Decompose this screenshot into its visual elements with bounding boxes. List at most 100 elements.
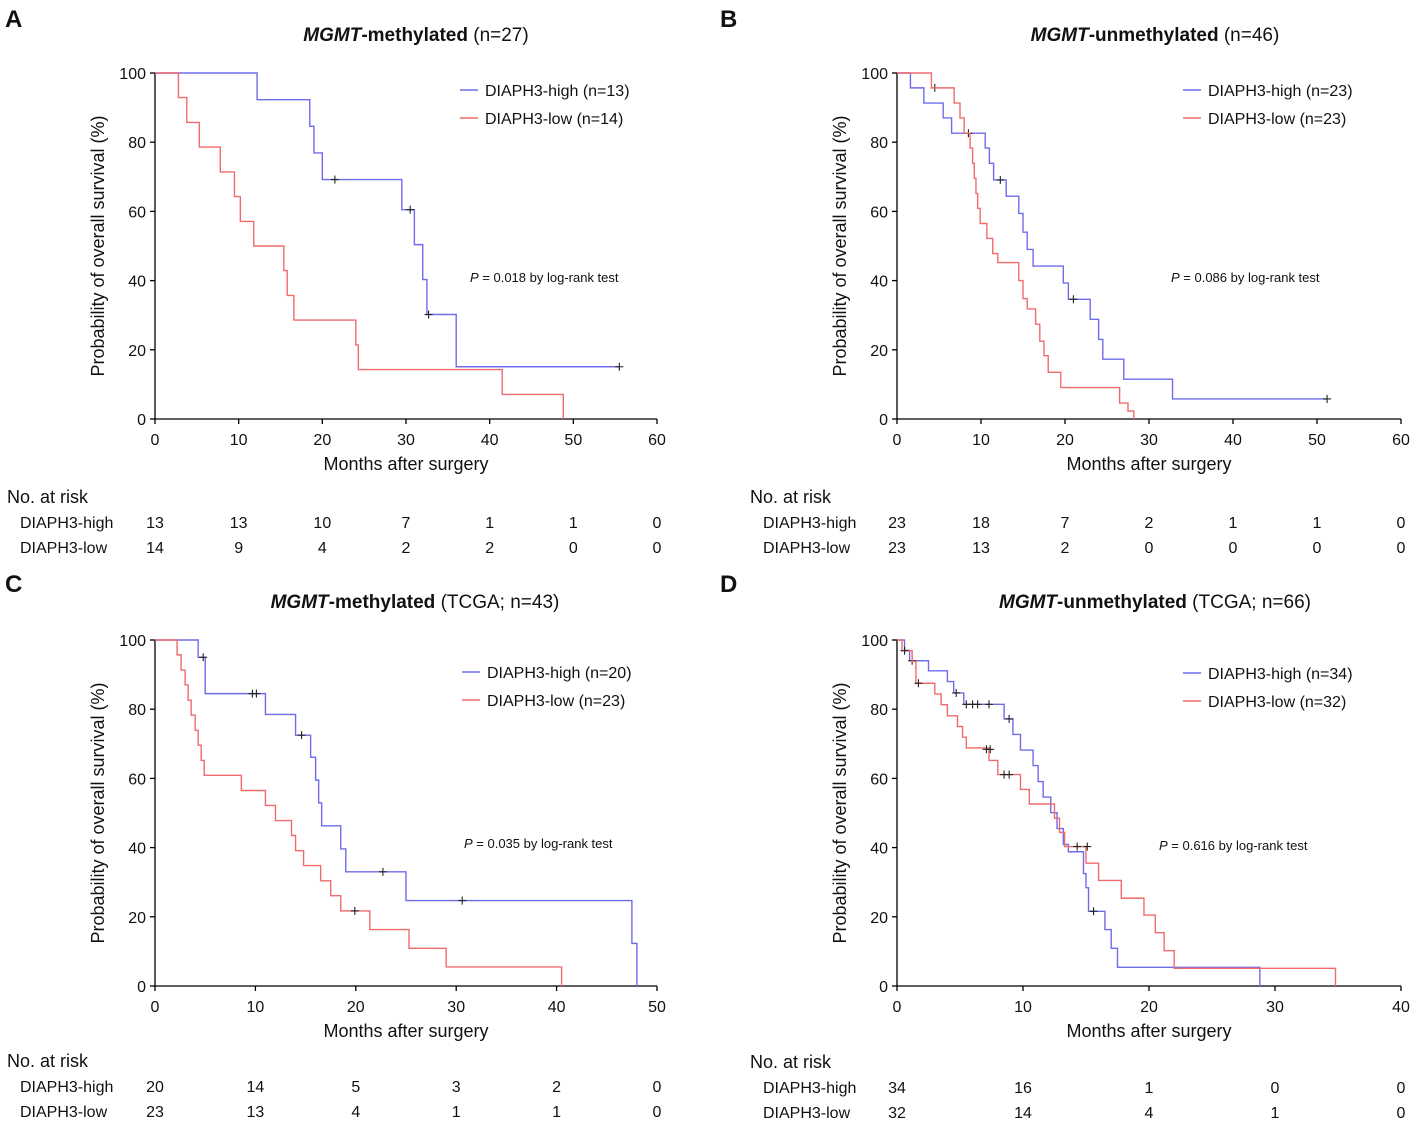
y-tick-label: 0 bbox=[879, 979, 888, 996]
risk-count: 4 bbox=[351, 1104, 360, 1121]
risk-count: 1 bbox=[485, 515, 494, 532]
risk-row-label: DIAPH3-high bbox=[763, 1080, 856, 1097]
risk-count: 34 bbox=[888, 1080, 906, 1097]
censor-mark-high bbox=[1069, 295, 1078, 304]
risk-count: 2 bbox=[1061, 540, 1070, 557]
pvalue-annotation: P = 0.035 by log-rank test bbox=[464, 836, 613, 851]
risk-count: 0 bbox=[1397, 1105, 1406, 1122]
x-tick-label: 30 bbox=[1266, 999, 1284, 1016]
x-tick-label: 10 bbox=[230, 432, 248, 449]
pvalue-annotation: P = 0.086 by log-rank test bbox=[1171, 270, 1320, 285]
km-curve-low bbox=[897, 72, 1135, 419]
pvalue-annotation: P = 0.018 by log-rank test bbox=[470, 270, 619, 285]
risk-count: 4 bbox=[1145, 1105, 1154, 1122]
risk-count: 0 bbox=[653, 1079, 662, 1096]
x-axis-label: Months after surgery bbox=[323, 454, 488, 474]
x-tick-label: 0 bbox=[151, 432, 160, 449]
x-tick-label: 20 bbox=[1056, 432, 1074, 449]
y-tick-label: 40 bbox=[128, 841, 146, 858]
censor-mark-high bbox=[973, 700, 982, 709]
censor-mark-high bbox=[297, 731, 306, 740]
legend-label-high: DIAPH3-high (n=23) bbox=[1208, 83, 1353, 100]
x-tick-label: 40 bbox=[548, 999, 566, 1016]
risk-row-label: DIAPH3-high bbox=[20, 515, 113, 532]
x-tick-label: 20 bbox=[1140, 999, 1158, 1016]
risk-count: 18 bbox=[972, 515, 990, 532]
km-curve-high bbox=[155, 72, 620, 368]
risk-count: 2 bbox=[402, 540, 411, 557]
legend-label-low: DIAPH3-low (n=23) bbox=[1208, 111, 1346, 128]
x-tick-label: 40 bbox=[1224, 432, 1242, 449]
risk-table-header: No. at risk bbox=[7, 487, 89, 507]
y-tick-label: 60 bbox=[870, 204, 888, 221]
panel-title: MGMT-unmethylated (n=46) bbox=[1031, 25, 1280, 46]
censor-mark-high bbox=[378, 867, 387, 876]
risk-count: 1 bbox=[1313, 515, 1322, 532]
censor-mark-high bbox=[252, 689, 261, 698]
risk-count: 0 bbox=[653, 1104, 662, 1121]
x-tick-label: 20 bbox=[347, 999, 365, 1016]
risk-count: 5 bbox=[351, 1079, 360, 1096]
x-tick-label: 50 bbox=[564, 432, 582, 449]
y-tick-label: 100 bbox=[119, 66, 146, 83]
risk-count: 9 bbox=[234, 540, 243, 557]
pvalue-annotation: P = 0.616 by log-rank test bbox=[1159, 838, 1308, 853]
y-tick-label: 20 bbox=[128, 343, 146, 360]
censor-mark-low bbox=[1083, 842, 1092, 851]
censor-mark-low bbox=[350, 906, 359, 915]
legend-label-high: DIAPH3-high (n=20) bbox=[487, 665, 632, 682]
censor-mark-high bbox=[984, 700, 993, 709]
risk-count: 10 bbox=[313, 515, 331, 532]
risk-count: 16 bbox=[1014, 1080, 1032, 1097]
risk-count: 2 bbox=[1145, 515, 1154, 532]
y-tick-label: 60 bbox=[128, 204, 146, 221]
risk-count: 0 bbox=[1397, 540, 1406, 557]
x-tick-label: 40 bbox=[1392, 999, 1410, 1016]
censor-mark-high bbox=[1323, 394, 1332, 403]
censor-mark-high bbox=[952, 688, 961, 697]
risk-count: 2 bbox=[552, 1079, 561, 1096]
censor-mark-low bbox=[914, 679, 923, 688]
y-tick-label: 20 bbox=[870, 910, 888, 927]
x-tick-label: 0 bbox=[893, 999, 902, 1016]
x-tick-label: 30 bbox=[447, 999, 465, 1016]
censor-mark-high bbox=[424, 310, 433, 319]
risk-count: 0 bbox=[1229, 540, 1238, 557]
km-curve-low bbox=[155, 639, 563, 986]
y-tick-label: 80 bbox=[870, 135, 888, 152]
y-axis-label: Probability of overall survival (%) bbox=[830, 115, 850, 376]
km-curve-low bbox=[155, 72, 564, 419]
x-axis-label: Months after surgery bbox=[323, 1021, 488, 1041]
risk-count: 3 bbox=[452, 1079, 461, 1096]
km-curve-high bbox=[155, 639, 638, 986]
km-curve-high bbox=[897, 72, 1328, 400]
y-axis-label: Probability of overall survival (%) bbox=[830, 682, 850, 943]
y-tick-label: 40 bbox=[128, 274, 146, 291]
risk-table-header: No. at risk bbox=[750, 487, 832, 507]
risk-count: 4 bbox=[318, 540, 327, 557]
panel-letter: C bbox=[5, 571, 22, 598]
x-tick-label: 50 bbox=[648, 999, 666, 1016]
censor-mark-high bbox=[199, 653, 208, 662]
risk-count: 0 bbox=[1397, 1080, 1406, 1097]
risk-count: 13 bbox=[146, 515, 164, 532]
x-tick-label: 0 bbox=[151, 999, 160, 1016]
risk-count: 13 bbox=[972, 540, 990, 557]
y-axis-label: Probability of overall survival (%) bbox=[88, 115, 108, 376]
panel-letter: D bbox=[720, 571, 737, 598]
censor-mark-high bbox=[330, 175, 339, 184]
y-tick-label: 100 bbox=[119, 633, 146, 650]
risk-count: 14 bbox=[1014, 1105, 1032, 1122]
risk-row-label: DIAPH3-low bbox=[763, 1105, 851, 1122]
y-tick-label: 80 bbox=[128, 702, 146, 719]
x-tick-label: 30 bbox=[1140, 432, 1158, 449]
y-tick-label: 20 bbox=[128, 910, 146, 927]
risk-count: 23 bbox=[146, 1104, 164, 1121]
risk-count: 0 bbox=[653, 540, 662, 557]
risk-count: 23 bbox=[888, 515, 906, 532]
risk-count: 0 bbox=[1313, 540, 1322, 557]
